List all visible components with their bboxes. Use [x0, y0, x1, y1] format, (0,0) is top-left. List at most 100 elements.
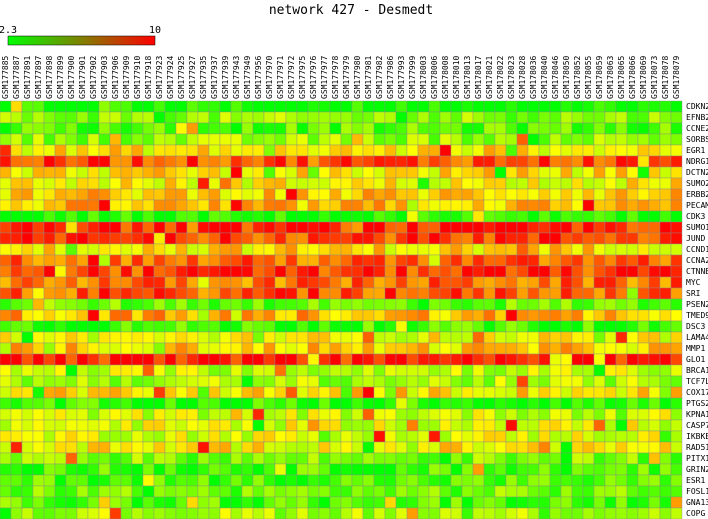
column-label: GSM177902	[89, 55, 98, 99]
heatmap-cell	[175, 353, 188, 366]
heatmap-cell	[626, 342, 639, 355]
heatmap-cell	[120, 111, 133, 124]
heatmap-cell	[483, 408, 496, 421]
heatmap-cell	[54, 485, 67, 498]
heatmap-cell	[153, 133, 166, 146]
heatmap-cell	[483, 188, 496, 201]
heatmap-cell	[285, 111, 298, 124]
heatmap-cell	[604, 199, 617, 212]
heatmap-cell	[626, 441, 639, 454]
heatmap-cell	[307, 265, 320, 278]
heatmap-cell	[98, 155, 111, 168]
heatmap-cell	[65, 375, 78, 388]
heatmap-cell	[274, 496, 287, 509]
heatmap-cell	[637, 408, 650, 421]
heatmap-cell	[560, 210, 573, 223]
heatmap-cell	[648, 122, 661, 135]
heatmap-cell	[263, 463, 276, 476]
heatmap-cell	[340, 210, 353, 223]
heatmap-cell	[461, 320, 474, 333]
heatmap-cell	[406, 496, 419, 509]
heatmap-cell	[274, 364, 287, 377]
heatmap-cell	[252, 177, 265, 190]
heatmap-cell	[626, 177, 639, 190]
heatmap-cell	[549, 232, 562, 245]
heatmap-cell	[450, 232, 463, 245]
heatmap-cell	[472, 111, 485, 124]
heatmap-cell	[351, 144, 364, 157]
heatmap-cell	[395, 199, 408, 212]
heatmap-cell	[131, 243, 144, 256]
heatmap-cell	[54, 452, 67, 465]
heatmap-cell	[43, 188, 56, 201]
heatmap-cell	[274, 155, 287, 168]
heatmap-cell	[373, 474, 386, 487]
heatmap-cell	[142, 276, 155, 289]
heatmap-cell	[120, 298, 133, 311]
heatmap-cell	[175, 386, 188, 399]
heatmap-cell	[32, 331, 45, 344]
heatmap-cell	[648, 507, 661, 519]
heatmap-cell	[285, 133, 298, 146]
heatmap-cell	[494, 397, 507, 410]
heatmap-cell	[153, 265, 166, 278]
heatmap-cell	[406, 265, 419, 278]
row-label: SRI	[686, 289, 701, 298]
heatmap-cell	[54, 474, 67, 487]
heatmap-cell	[219, 276, 232, 289]
heatmap-cell	[571, 452, 584, 465]
heatmap-cell	[439, 441, 452, 454]
heatmap-cell	[54, 177, 67, 190]
heatmap-cell	[219, 243, 232, 256]
heatmap-cell	[153, 199, 166, 212]
heatmap-cell	[318, 430, 331, 443]
heatmap-cell	[670, 375, 683, 388]
heatmap-cell	[65, 199, 78, 212]
heatmap-cell	[153, 221, 166, 234]
heatmap-cell	[329, 221, 342, 234]
heatmap-cell	[32, 221, 45, 234]
heatmap-cell	[483, 463, 496, 476]
heatmap-cell	[637, 397, 650, 410]
heatmap-cell	[351, 155, 364, 168]
heatmap-cell	[285, 397, 298, 410]
heatmap-cell	[505, 320, 518, 333]
heatmap-cell	[21, 133, 34, 146]
heatmap-cell	[65, 232, 78, 245]
heatmap-cell	[406, 419, 419, 432]
heatmap-cell	[395, 474, 408, 487]
heatmap-cell	[626, 419, 639, 432]
heatmap-cell	[285, 232, 298, 245]
heatmap-cell	[142, 331, 155, 344]
heatmap-cell	[120, 276, 133, 289]
heatmap-cell	[274, 188, 287, 201]
heatmap-cell	[21, 419, 34, 432]
heatmap-cell	[395, 254, 408, 267]
heatmap-cell	[186, 199, 199, 212]
heatmap-cell	[219, 232, 232, 245]
heatmap-cell	[186, 144, 199, 157]
heatmap-cell	[384, 199, 397, 212]
heatmap-cell	[87, 320, 100, 333]
heatmap-cell	[483, 331, 496, 344]
heatmap-cell	[549, 276, 562, 289]
heatmap-cell	[252, 221, 265, 234]
heatmap-cell	[109, 254, 122, 267]
heatmap-cell	[131, 320, 144, 333]
heatmap-cell	[175, 331, 188, 344]
heatmap-cell	[164, 232, 177, 245]
heatmap-cell	[230, 100, 243, 113]
heatmap-cell	[164, 474, 177, 487]
heatmap-cell	[10, 342, 23, 355]
heatmap-cell	[648, 100, 661, 113]
heatmap-cell	[21, 287, 34, 300]
heatmap-cell	[351, 496, 364, 509]
heatmap-cell	[615, 364, 628, 377]
heatmap-cell	[626, 199, 639, 212]
heatmap-cell	[186, 265, 199, 278]
heatmap-cell	[472, 188, 485, 201]
heatmap-cell	[428, 485, 441, 498]
heatmap-cell	[285, 463, 298, 476]
heatmap-cell	[593, 210, 606, 223]
row-label: MYC	[686, 278, 701, 287]
